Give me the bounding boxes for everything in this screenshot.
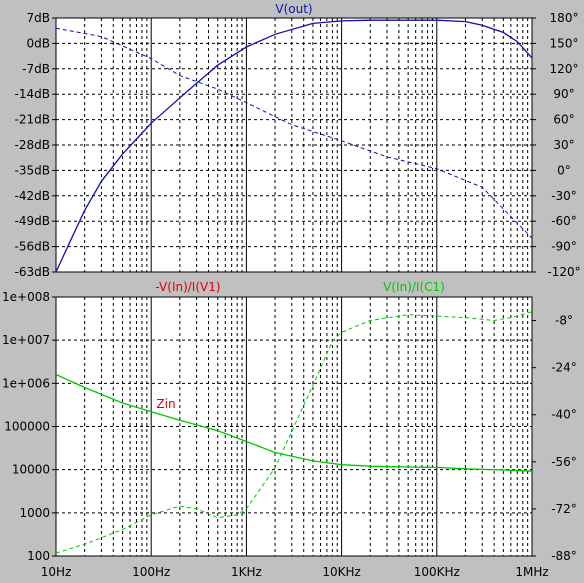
y-tick-label: 10000 <box>12 463 50 477</box>
y-tick-label: 100 <box>27 549 50 563</box>
y-tick-label: 1000 <box>19 506 50 520</box>
curve-annotation: Zin <box>156 397 175 411</box>
series-line-2-2 <box>55 311 533 554</box>
y-tick-label: -63dB <box>15 265 50 279</box>
series-line-1-2 <box>55 27 533 239</box>
y-tick-label: -7dB <box>22 62 50 76</box>
y2-tick-label: 120° <box>550 62 579 76</box>
y2-tick-label: 90° <box>553 87 574 101</box>
y-tick-label: 1e+007 <box>2 333 50 347</box>
y2-tick-label: 60° <box>553 113 574 127</box>
y2-tick-label: -72° <box>551 502 577 516</box>
series-line-1-1 <box>55 19 533 273</box>
y-tick-label: -42dB <box>15 189 50 203</box>
y2-tick-label: -30° <box>551 189 577 203</box>
y-tick-label: 0dB <box>27 36 50 50</box>
y2-tick-label: -90° <box>551 240 577 254</box>
x-tick-label: 10KHz <box>322 565 360 579</box>
y-tick-label: -35dB <box>15 163 50 177</box>
y-tick-label: -49dB <box>15 214 50 228</box>
y-tick-label: 7dB <box>27 11 50 25</box>
y2-tick-label: -60° <box>551 214 577 228</box>
x-tick-label: 1MHz <box>515 565 548 579</box>
y2-tick-label: -8° <box>555 314 573 328</box>
y-tick-label: -14dB <box>15 87 50 101</box>
y-tick-label: -56dB <box>15 240 50 254</box>
y-tick-label: 1e+008 <box>2 290 50 304</box>
y2-tick-label: -120° <box>547 265 580 279</box>
y2-tick-label: 150° <box>550 36 579 50</box>
chart-title: V(out) <box>275 2 312 16</box>
y2-tick-label: -88° <box>551 549 577 563</box>
x-tick-label: 10Hz <box>41 565 72 579</box>
trace-label-right: V(In)/I(C1) <box>383 280 445 294</box>
x-tick-label: 100Hz <box>132 565 170 579</box>
y2-tick-label: -24° <box>551 361 577 375</box>
series-line-2-1 <box>55 373 533 472</box>
y-tick-label: 100000 <box>4 420 50 434</box>
y2-tick-label: 30° <box>553 138 574 152</box>
x-tick-label: 1KHz <box>231 565 262 579</box>
trace-label-left: -V(In)/I(V1) <box>155 280 220 294</box>
y-tick-label: 1e+006 <box>2 376 50 390</box>
y-tick-label: -28dB <box>15 138 50 152</box>
y2-tick-label: 0° <box>557 163 571 177</box>
x-tick-label: 100KHz <box>414 565 460 579</box>
y2-tick-label: 180° <box>550 11 579 25</box>
y2-tick-label: -40° <box>551 408 577 422</box>
y2-tick-label: -56° <box>551 455 577 469</box>
y-tick-label: -21dB <box>15 113 50 127</box>
